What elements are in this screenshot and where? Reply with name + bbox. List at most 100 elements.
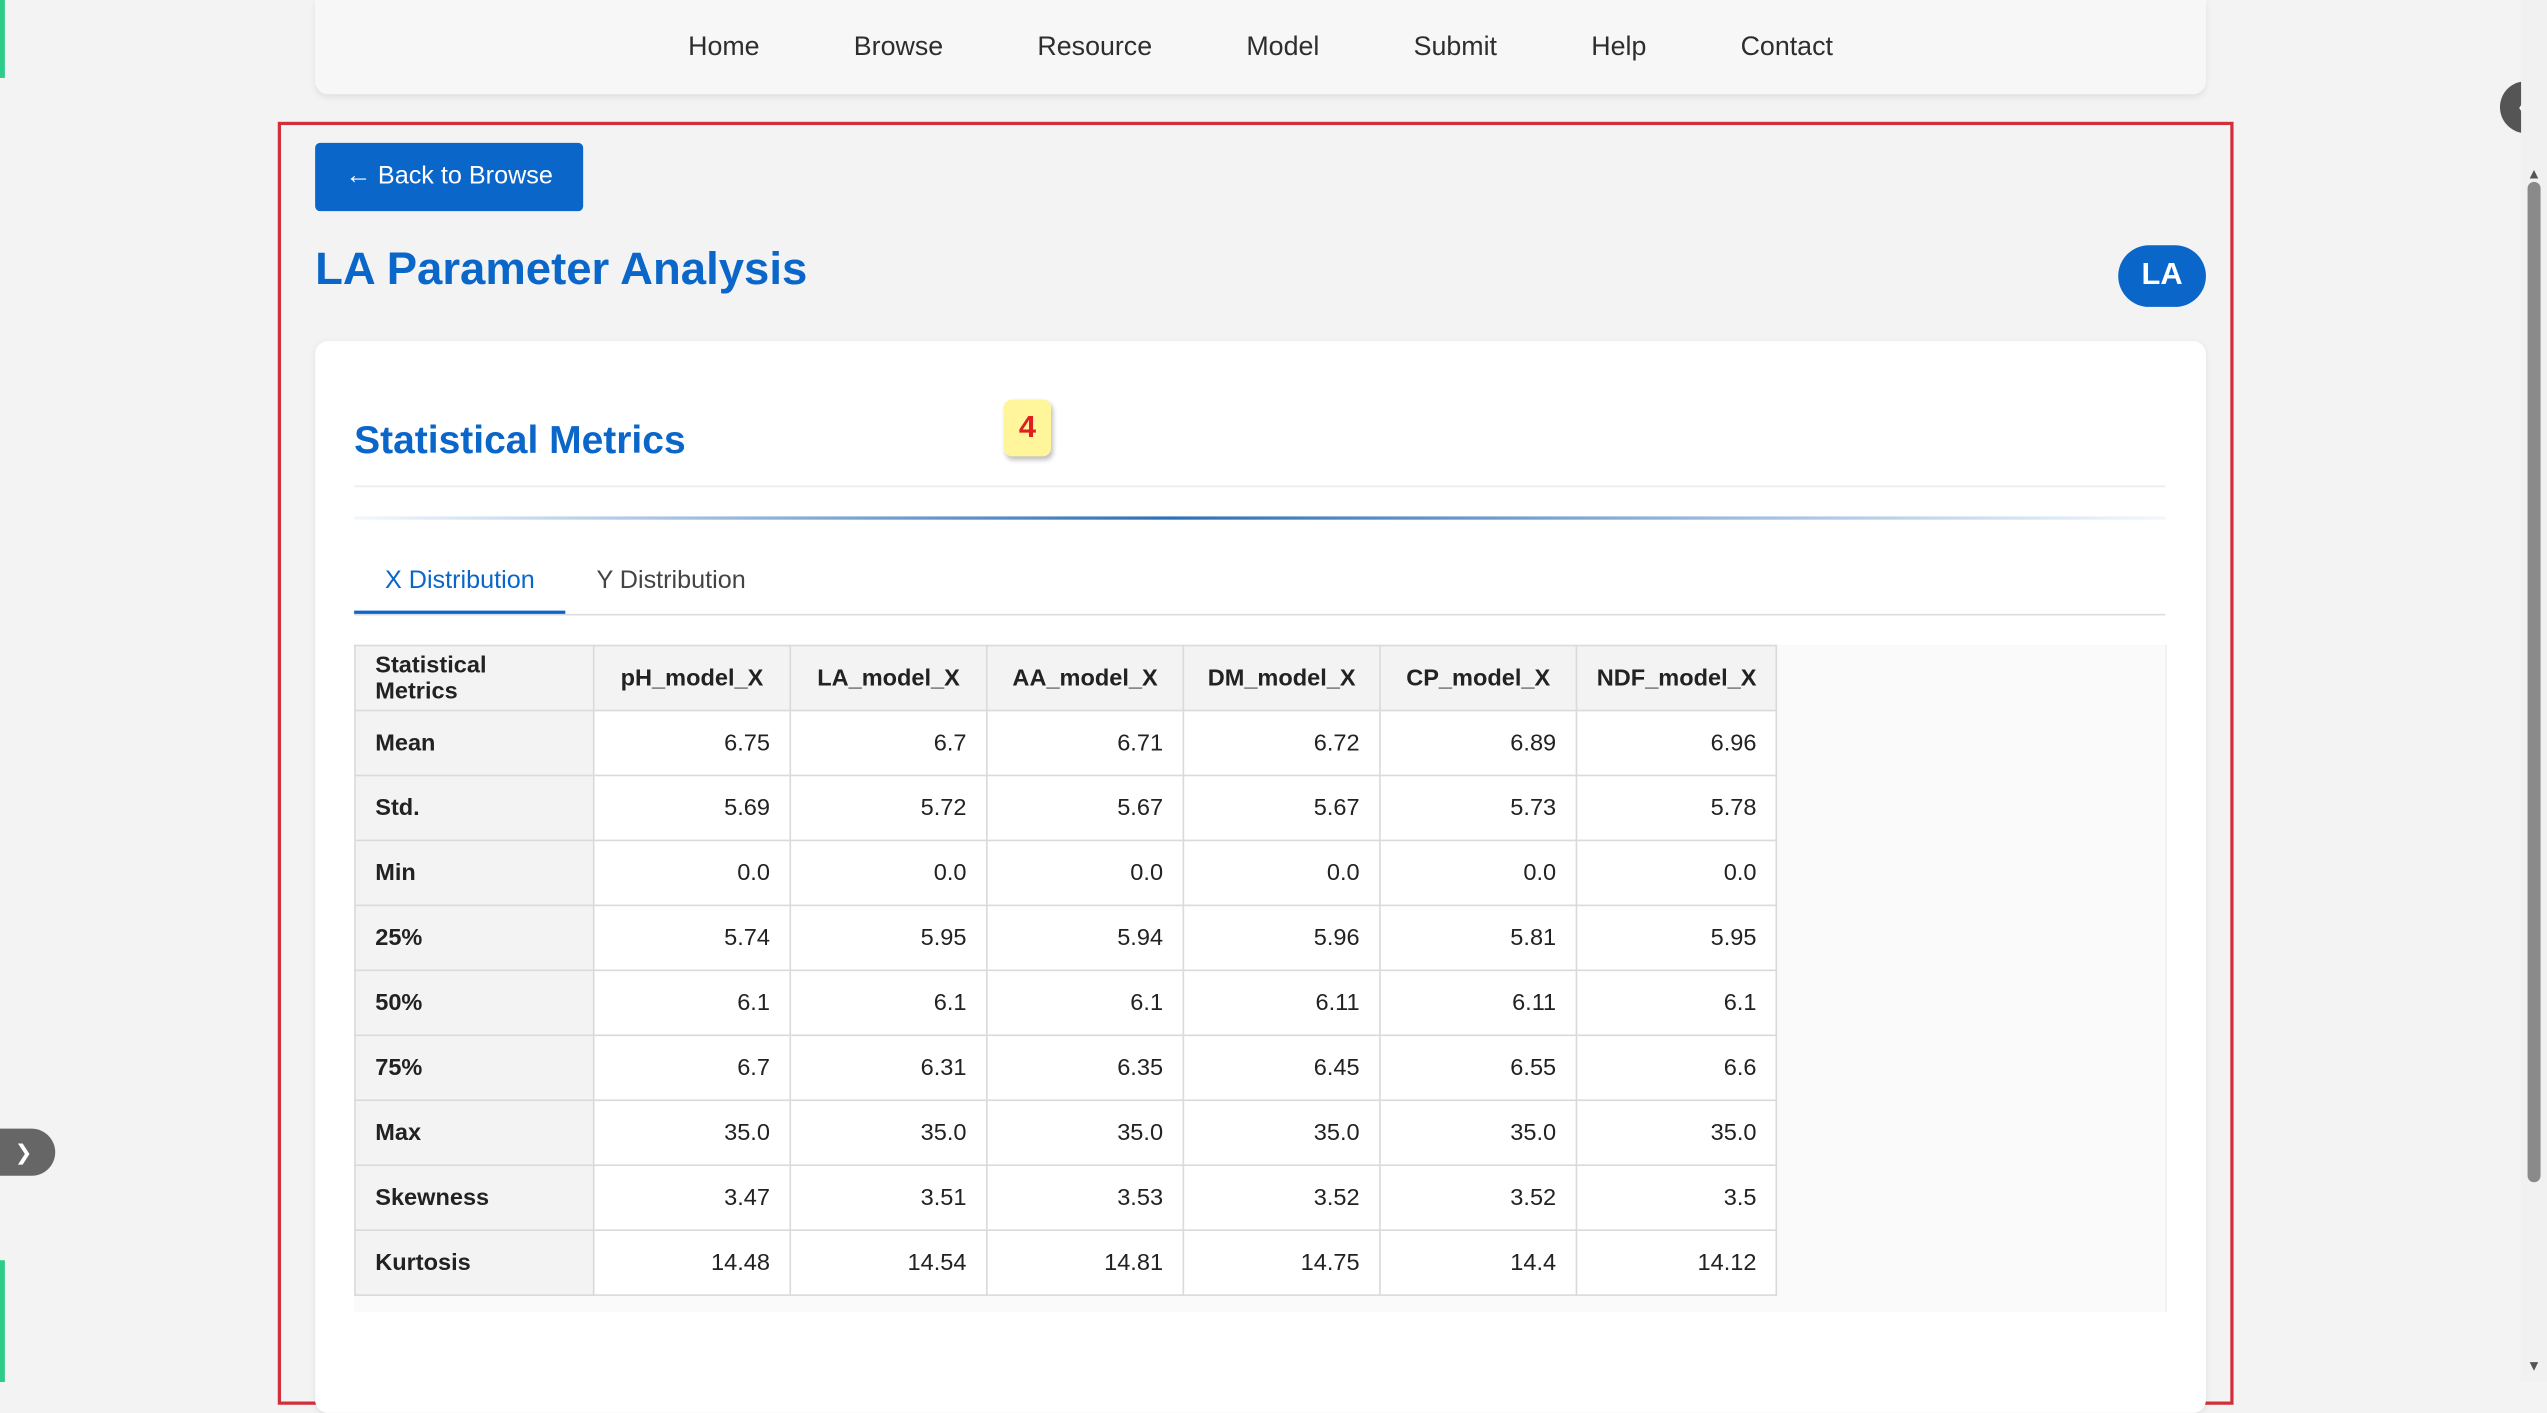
table-cell: 14.4 xyxy=(1379,1229,1578,1296)
table-cell: 6.96 xyxy=(1575,709,1778,777)
table-row: Min 0.0 0.0 0.0 0.0 0.0 0.0 xyxy=(354,839,1778,907)
table-cell: 14.81 xyxy=(986,1229,1185,1296)
table-row: Skewness 3.47 3.51 3.53 3.52 3.52 3.5 xyxy=(354,1164,1778,1231)
table-cell: 0.0 xyxy=(1575,839,1778,907)
row-label: 50% xyxy=(354,969,595,1037)
table-row: 75% 6.7 6.31 6.35 6.45 6.55 6.6 xyxy=(354,1034,1778,1102)
table-cell: 5.67 xyxy=(1182,774,1381,842)
metrics-card: Statistical Metrics X Distribution Y Dis… xyxy=(315,341,2206,1413)
table-cell: 35.0 xyxy=(1379,1099,1578,1167)
row-label: Min xyxy=(354,839,595,907)
column-header: DM_model_X xyxy=(1182,644,1381,712)
card-title: Statistical Metrics xyxy=(354,418,686,463)
nav-model[interactable]: Model xyxy=(1246,31,1320,61)
table-cell: 3.52 xyxy=(1182,1164,1381,1231)
row-label: 25% xyxy=(354,904,595,972)
table-cell: 14.54 xyxy=(789,1229,988,1296)
tab-x-distribution[interactable]: X Distribution xyxy=(354,549,566,614)
scrollbar-thumb[interactable] xyxy=(2527,181,2541,1183)
column-header: Statistical Metrics xyxy=(354,644,595,712)
table-cell: 6.1 xyxy=(789,969,988,1037)
table-cell: 3.5 xyxy=(1575,1164,1778,1231)
table-cell: 35.0 xyxy=(1575,1099,1778,1167)
table-cell: 14.48 xyxy=(592,1229,792,1296)
table-row: 50% 6.1 6.1 6.1 6.11 6.11 6.1 xyxy=(354,969,1778,1037)
table-cell: 6.89 xyxy=(1379,709,1578,777)
table-cell: 6.72 xyxy=(1182,709,1381,777)
table-cell: 6.1 xyxy=(592,969,792,1037)
table-cell: 3.52 xyxy=(1379,1164,1578,1231)
row-label: Mean xyxy=(354,709,595,777)
column-header: AA_model_X xyxy=(986,644,1185,712)
card-gradient-line xyxy=(354,516,2166,520)
row-label: Std. xyxy=(354,774,595,842)
column-header: CP_model_X xyxy=(1379,644,1578,712)
column-header: NDF_model_X xyxy=(1575,644,1778,712)
table-cell: 6.55 xyxy=(1379,1034,1578,1102)
table-cell: 0.0 xyxy=(1379,839,1578,907)
nav-submit[interactable]: Submit xyxy=(1413,31,1498,61)
scroll-up-icon[interactable]: ▲ xyxy=(2526,165,2542,182)
table-cell: 3.51 xyxy=(789,1164,988,1231)
distribution-tabs: X Distribution Y Distribution xyxy=(354,549,2166,616)
arrow-left-icon: ← xyxy=(345,162,372,191)
table-row: 25% 5.74 5.95 5.94 5.96 5.81 5.95 xyxy=(354,904,1778,972)
table-cell: 6.1 xyxy=(986,969,1185,1037)
nav-browse[interactable]: Browse xyxy=(853,31,944,61)
table-cell: 35.0 xyxy=(986,1099,1185,1167)
metrics-table: Statistical Metrics pH_model_X LA_model_… xyxy=(354,644,1778,1296)
table-cell: 6.11 xyxy=(1379,969,1578,1037)
table-row: Mean 6.75 6.7 6.71 6.72 6.89 6.96 xyxy=(354,709,1778,777)
table-cell: 5.78 xyxy=(1575,774,1778,842)
table-cell: 5.96 xyxy=(1182,904,1381,972)
table-header-row: Statistical Metrics pH_model_X LA_model_… xyxy=(354,644,1778,712)
table-container: Statistical Metrics pH_model_X LA_model_… xyxy=(354,644,2167,1313)
table-cell: 6.7 xyxy=(592,1034,792,1102)
table-cell: 6.6 xyxy=(1575,1034,1778,1102)
back-to-browse-button[interactable]: ← Back to Browse xyxy=(315,142,584,212)
table-cell: 6.75 xyxy=(592,709,792,777)
row-label: Skewness xyxy=(354,1164,595,1231)
table-cell: 14.75 xyxy=(1182,1229,1381,1296)
table-cell: 6.71 xyxy=(986,709,1185,777)
table-cell: 6.1 xyxy=(1575,969,1778,1037)
table-cell: 5.72 xyxy=(789,774,988,842)
annotation-marker: 4 xyxy=(1003,399,1051,457)
nav-resource[interactable]: Resource xyxy=(1037,31,1153,61)
table-cell: 0.0 xyxy=(986,839,1185,907)
nav-help[interactable]: Help xyxy=(1591,31,1647,61)
left-edge-accent-top xyxy=(0,0,5,78)
table-cell: 5.73 xyxy=(1379,774,1578,842)
table-cell: 6.35 xyxy=(986,1034,1185,1102)
vertical-scrollbar[interactable]: ▲ ▼ xyxy=(2521,0,2547,1383)
row-label: Max xyxy=(354,1099,595,1167)
table-row: Max 35.0 35.0 35.0 35.0 35.0 35.0 xyxy=(354,1099,1778,1167)
scroll-down-icon[interactable]: ▼ xyxy=(2526,1357,2542,1374)
row-label: Kurtosis xyxy=(354,1229,595,1296)
column-header: LA_model_X xyxy=(789,644,988,712)
tab-y-distribution[interactable]: Y Distribution xyxy=(596,566,746,595)
table-cell: 5.69 xyxy=(592,774,792,842)
table-cell: 5.67 xyxy=(986,774,1185,842)
table-cell: 5.74 xyxy=(592,904,792,972)
parameter-badge: LA xyxy=(2118,245,2206,307)
top-navigation: Home Browse Resource Model Submit Help C… xyxy=(315,0,2206,95)
table-cell: 35.0 xyxy=(1182,1099,1381,1167)
nav-home[interactable]: Home xyxy=(688,31,760,61)
table-cell: 6.7 xyxy=(789,709,988,777)
card-divider xyxy=(354,485,2166,488)
table-cell: 3.53 xyxy=(986,1164,1185,1231)
table-cell: 6.31 xyxy=(789,1034,988,1102)
table-cell: 5.94 xyxy=(986,904,1185,972)
column-header: pH_model_X xyxy=(592,644,792,712)
table-cell: 5.95 xyxy=(1575,904,1778,972)
table-cell: 6.45 xyxy=(1182,1034,1381,1102)
table-cell: 5.95 xyxy=(789,904,988,972)
table-cell: 3.47 xyxy=(592,1164,792,1231)
table-cell: 0.0 xyxy=(1182,839,1381,907)
table-cell: 0.0 xyxy=(592,839,792,907)
table-cell: 6.11 xyxy=(1182,969,1381,1037)
table-cell: 35.0 xyxy=(789,1099,988,1167)
left-panel-toggle[interactable]: ❯ xyxy=(0,1128,56,1176)
nav-contact[interactable]: Contact xyxy=(1740,31,1833,61)
